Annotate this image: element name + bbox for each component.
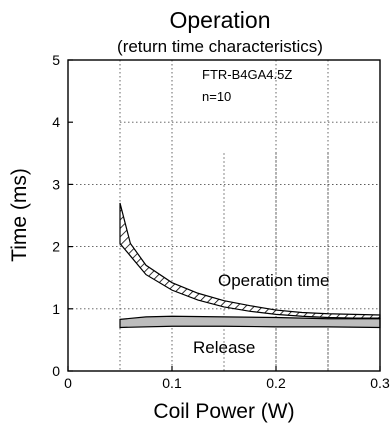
y-tick-label: 0 — [52, 363, 60, 379]
x-tick-label: 0.1 — [162, 375, 182, 391]
y-tick-label: 3 — [52, 176, 60, 192]
operation-time-band — [119, 202, 381, 319]
release-label: Release — [193, 338, 255, 357]
x-tick-label: 0.2 — [266, 375, 286, 391]
x-tick-label: 0.3 — [370, 375, 390, 391]
y-axis: 0 1 2 3 4 5 — [52, 52, 73, 379]
y-tick-label: 2 — [52, 239, 60, 255]
operation-time-label: Operation time — [218, 271, 330, 290]
y-tick-label: 5 — [52, 52, 60, 68]
chart-subtitle: (return time characteristics) — [117, 37, 323, 56]
y-tick-label: 4 — [52, 114, 60, 130]
annotation-sample-size: n=10 — [202, 89, 231, 104]
x-axis: 0 0.1 0.2 0.3 — [64, 366, 390, 391]
x-tick-label: 0 — [64, 375, 72, 391]
chart-title: Operation — [169, 7, 270, 33]
y-tick-label: 1 — [52, 301, 60, 317]
y-axis-label: Time (ms) — [8, 168, 31, 262]
plot-frame — [67, 59, 381, 372]
x-axis-label: Coil Power (W) — [153, 400, 294, 423]
grid — [68, 60, 380, 371]
annotation-model: FTR-B4GA4.5Z — [202, 67, 292, 82]
